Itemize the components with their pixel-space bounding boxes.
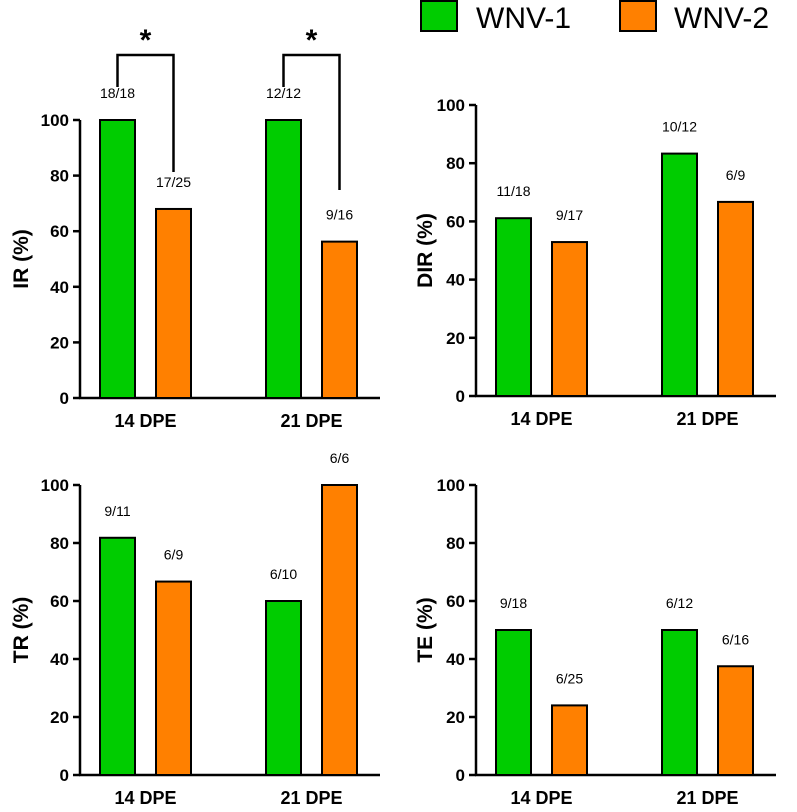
te-y-axis-title: TE (%) xyxy=(414,597,437,662)
ir-significance-star: * xyxy=(140,24,152,57)
te-category-label: 21 DPE xyxy=(676,788,738,808)
dir-category-label: 14 DPE xyxy=(510,409,572,429)
te-y-tick-label: 0 xyxy=(456,766,465,785)
ir-y-tick-label: 20 xyxy=(50,333,69,352)
legend-label-wnv2: WNV-2 xyxy=(674,2,769,35)
dir-data-label-wnv-2-14-dpe: 9/17 xyxy=(556,207,583,223)
dir-bar-wnv-1-14-dpe xyxy=(495,217,532,397)
ir-bar-wnv-1-21-dpe xyxy=(265,119,302,399)
te-y-tick-label: 100 xyxy=(437,476,465,495)
tr-y-tick-label: 100 xyxy=(41,476,69,495)
ir-category-label: 21 DPE xyxy=(280,411,342,431)
ir-bar-wnv-1-14-dpe xyxy=(99,119,136,399)
te-y-tick-label: 80 xyxy=(446,534,465,553)
dir-y-tick-label: 60 xyxy=(446,212,465,231)
tr-data-label-wnv-2-14-dpe: 6/9 xyxy=(164,547,184,563)
dir-data-label-wnv-1-21-dpe: 10/12 xyxy=(662,119,697,135)
dir-y-tick-label: 0 xyxy=(456,387,465,406)
te-data-label-wnv-1-14-dpe: 9/18 xyxy=(500,595,527,611)
legend-swatch-wnv2 xyxy=(619,0,657,32)
ir-y-tick-label: 0 xyxy=(60,389,69,408)
dir-data-label-wnv-2-21-dpe: 6/9 xyxy=(726,167,746,183)
ir-category-label: 14 DPE xyxy=(114,411,176,431)
tr-y-axis-title: TR (%) xyxy=(10,597,33,664)
ir-y-tick-label: 100 xyxy=(41,111,69,130)
legend-label-wnv1: WNV-1 xyxy=(476,2,571,35)
dir-y-tick-label: 100 xyxy=(437,96,465,115)
tr-y-tick-label: 80 xyxy=(50,534,69,553)
ir-y-axis-title: IR (%) xyxy=(10,229,33,289)
legend-swatch-wnv1 xyxy=(420,0,458,32)
legend: WNV-1 WNV-2 xyxy=(420,0,769,35)
ir-significance-bracket xyxy=(282,53,341,190)
ir-bar-wnv-2-21-dpe xyxy=(321,240,358,399)
te-category-label: 14 DPE xyxy=(510,788,572,808)
ir-y-tick-label: 40 xyxy=(50,278,69,297)
ir-data-label-wnv-1-14-dpe: 18/18 xyxy=(100,85,135,101)
tr-category-label: 21 DPE xyxy=(280,788,342,808)
dir-bar-wnv-1-21-dpe xyxy=(661,152,698,397)
dir-data-label-wnv-1-14-dpe: 11/18 xyxy=(497,183,531,199)
tr-y-tick-label: 0 xyxy=(60,766,69,785)
tr-data-label-wnv-1-21-dpe: 6/10 xyxy=(270,566,297,582)
te-data-label-wnv-2-14-dpe: 6/25 xyxy=(556,670,583,686)
dir-y-tick-label: 20 xyxy=(446,329,465,348)
ir-data-label-wnv-2-21-dpe: 9/16 xyxy=(326,207,353,223)
chart-ir: 0 20 40 60 80 100 IR (%) 18/18 17/25 14 DPE 12/12 9… xyxy=(10,24,380,431)
tr-category-label: 14 DPE xyxy=(114,788,176,808)
te-y-tick-label: 40 xyxy=(446,650,465,669)
tr-data-label-wnv-2-21-dpe: 6/6 xyxy=(330,450,350,466)
legend-item-wnv1: WNV-1 xyxy=(420,0,571,35)
tr-bar-wnv-1-14-dpe xyxy=(99,536,136,777)
dir-y-axis-title: DIR (%) xyxy=(414,213,437,288)
te-data-label-wnv-1-21-dpe: 6/12 xyxy=(666,595,693,611)
tr-y-tick-label: 40 xyxy=(50,650,69,669)
te-y-tick-label: 60 xyxy=(446,592,465,611)
tr-bar-wnv-1-21-dpe xyxy=(265,600,302,776)
tr-y-tick-label: 20 xyxy=(50,708,69,727)
ir-significance-bracket xyxy=(116,53,175,172)
chart-dir: 0 20 40 60 80 100 DIR (%) 11/18 9/17 14 DPE 10/12 6… xyxy=(414,96,776,429)
ir-significance-star: * xyxy=(306,24,318,57)
dir-y-tick-label: 40 xyxy=(446,271,465,290)
te-bar-wnv-1-21-dpe xyxy=(661,629,698,776)
dir-bar-wnv-2-14-dpe xyxy=(551,241,588,397)
legend-item-wnv2: WNV-2 xyxy=(619,0,769,35)
te-bar-wnv-2-14-dpe xyxy=(551,704,588,777)
ir-data-label-wnv-1-21-dpe: 12/12 xyxy=(266,85,301,101)
ir-y-tick-label: 80 xyxy=(50,167,69,186)
tr-bar-wnv-2-14-dpe xyxy=(155,580,192,776)
dir-bar-wnv-2-21-dpe xyxy=(717,200,754,397)
dir-category-label: 21 DPE xyxy=(676,409,738,429)
te-data-label-wnv-2-21-dpe: 6/16 xyxy=(722,631,749,647)
ir-bar-wnv-2-14-dpe xyxy=(155,207,192,399)
chart-te: 0 20 40 60 80 100 TE (%) 9/18 6/25 14 DPE 6/12 6/16… xyxy=(414,476,776,808)
te-y-tick-label: 20 xyxy=(446,708,465,727)
dir-y-tick-label: 80 xyxy=(446,154,465,173)
ir-y-tick-label: 60 xyxy=(50,222,69,241)
tr-y-tick-label: 60 xyxy=(50,592,69,611)
te-bar-wnv-1-14-dpe xyxy=(495,629,532,776)
te-bar-wnv-2-21-dpe xyxy=(717,665,754,776)
chart-tr: 0 20 40 60 80 100 TR (%) 9/11 6/9 14 DPE 6/10 6/6 21… xyxy=(10,450,380,808)
ir-data-label-wnv-2-14-dpe: 17/25 xyxy=(156,174,191,190)
tr-bar-wnv-2-21-dpe xyxy=(321,484,358,776)
tr-data-label-wnv-1-14-dpe: 9/11 xyxy=(104,503,130,519)
